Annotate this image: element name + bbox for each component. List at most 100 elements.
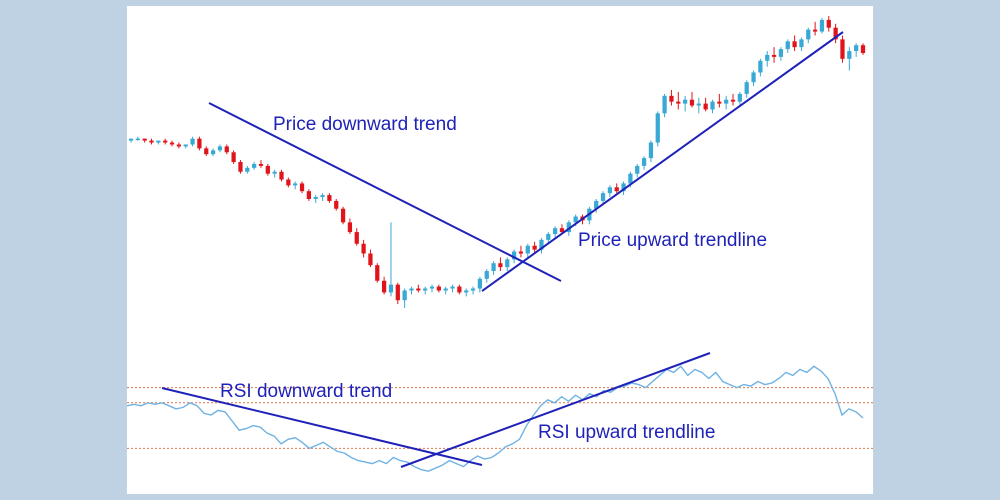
price-candle: [607, 185, 612, 198]
price-candle: [416, 284, 421, 293]
price-candle: [375, 263, 380, 283]
candle-body: [156, 140, 161, 143]
candle-body: [135, 138, 140, 141]
price-candle: [306, 189, 311, 201]
candle-body: [210, 150, 216, 155]
price-candle: [443, 286, 448, 295]
candle-body: [245, 167, 250, 172]
rsi-downward-trendline: [161, 387, 483, 466]
candle-body: [224, 146, 229, 153]
candle-body: [607, 187, 612, 194]
candle-body: [539, 239, 544, 250]
candle-body: [669, 95, 674, 102]
candle-body: [265, 165, 270, 174]
candle-body: [402, 290, 407, 301]
price-upward-trendline-label: Price upward trendline: [578, 230, 767, 251]
candle-body: [751, 72, 756, 83]
price-candle: [217, 144, 223, 153]
candle-body: [231, 152, 236, 162]
price-candle: [676, 91, 681, 110]
candle-body: [436, 286, 441, 291]
candle-body: [689, 99, 695, 106]
candle-body: [388, 284, 394, 293]
candle-body: [676, 101, 681, 104]
candle-body: [860, 45, 866, 53]
rsi-downward-trend-label: RSI downward trend: [220, 381, 392, 402]
candle-body: [258, 163, 264, 166]
price-candle: [163, 138, 168, 145]
candle-body: [450, 286, 455, 289]
price-candle: [751, 70, 756, 87]
price-candle: [156, 140, 161, 145]
candle-body: [566, 222, 571, 233]
price-candle: [128, 138, 134, 143]
price-candle: [703, 97, 708, 112]
price-candle: [204, 146, 209, 157]
candle-body: [334, 200, 339, 209]
candle-body: [190, 138, 195, 145]
price-candle: [532, 241, 537, 254]
price-candle: [347, 218, 353, 235]
price-candle: [183, 144, 188, 149]
price-candle: [710, 99, 715, 114]
candle-body: [778, 49, 784, 57]
price-candle: [792, 35, 797, 52]
candle-body: [614, 187, 619, 192]
candle-body: [819, 19, 825, 32]
price-candle: [299, 181, 305, 194]
candle-body: [293, 183, 298, 186]
candle-body: [142, 138, 147, 141]
candle-body: [368, 253, 373, 266]
price-candle: [224, 144, 229, 155]
price-candle: [758, 58, 763, 77]
price-candle: [854, 43, 859, 57]
price-candle: [594, 198, 599, 213]
price-candle: [491, 261, 496, 275]
candle-body: [525, 245, 530, 254]
candle-body: [559, 228, 565, 233]
candle-body: [594, 200, 599, 209]
candle-body: [272, 171, 277, 174]
candle-body: [149, 140, 154, 143]
price-candle: [689, 91, 695, 108]
price-candle: [423, 286, 428, 295]
price-candle: [169, 140, 175, 147]
candle-body: [730, 99, 736, 102]
price-candle: [539, 237, 544, 254]
price-candle: [860, 43, 866, 55]
candle-body: [409, 288, 414, 291]
candle-body: [840, 39, 845, 59]
price-candle: [546, 232, 551, 244]
candle-body: [470, 288, 476, 291]
price-candle: [382, 276, 387, 295]
price-candle: [683, 95, 688, 112]
candle-body: [320, 195, 325, 198]
price-candle: [272, 169, 277, 178]
price-upward-trendline: [481, 31, 844, 292]
candle-body: [792, 41, 797, 48]
rsi-level-lines: [127, 387, 873, 449]
price-candle: [388, 222, 394, 297]
price-candle: [293, 181, 298, 190]
price-candle: [149, 138, 154, 145]
candle-body: [286, 179, 291, 186]
price-candle: [819, 17, 825, 34]
candle-body: [826, 19, 831, 28]
candle-body: [163, 140, 168, 143]
candle-body: [491, 263, 496, 272]
price-candle: [553, 226, 558, 238]
price-candle: [429, 284, 435, 293]
price-candle: [730, 93, 736, 106]
trend-chart-svg: Price downward trend Price upward trendl…: [127, 16, 873, 472]
price-candle: [245, 165, 250, 174]
rsi-upward-trendline-label: RSI upward trendline: [538, 422, 715, 443]
candle-body: [854, 45, 859, 52]
price-candle: [334, 198, 339, 211]
candle-body: [833, 27, 838, 40]
price-candle: [744, 80, 749, 98]
candle-body: [279, 171, 284, 180]
candle-body: [573, 216, 578, 223]
candle-body: [423, 288, 428, 291]
candle-body: [737, 93, 742, 102]
price-candle: [778, 47, 784, 61]
